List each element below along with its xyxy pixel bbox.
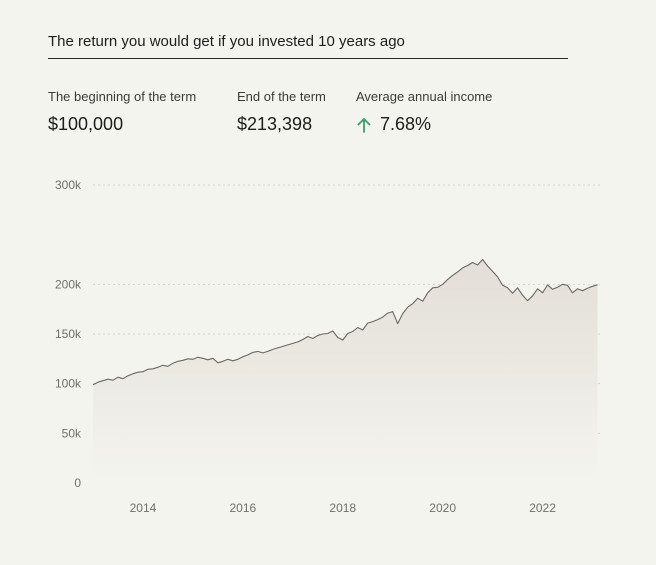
stat-income-value: 7.68% [356, 114, 492, 135]
x-tick-label: 2020 [429, 501, 456, 515]
stat-income-label: Average annual income [356, 89, 493, 104]
y-tick-label: 50k [62, 426, 82, 440]
x-tick-label: 2018 [329, 501, 356, 515]
y-tick-label: 150k [55, 327, 82, 341]
arrow-up-icon [357, 117, 371, 133]
stat-start-value: $100,000 [48, 114, 196, 135]
stat-income-value-text: 7.68% [380, 114, 432, 134]
stat-start: The beginning of the term $100,000 [48, 89, 196, 135]
stat-end-value-text: $213,398 [237, 114, 313, 134]
x-tick-label: 2014 [130, 501, 157, 515]
stat-end-value: $213,398 [237, 114, 326, 135]
stat-end: End of the term $213,398 [237, 89, 326, 135]
series-line [92, 258, 598, 386]
y-tick-label: 100k [55, 377, 82, 391]
stat-income: Average annual income 7.68% [356, 89, 492, 135]
stat-end-label: End of the term [237, 89, 326, 104]
x-tick-label: 2022 [529, 501, 556, 515]
stat-start-label: The beginning of the term [48, 89, 197, 104]
title-divider [48, 58, 568, 59]
y-tick-label: 0 [74, 476, 81, 490]
y-tick-label: 200k [55, 277, 82, 291]
y-tick-label: 300k [55, 178, 82, 192]
series-area [93, 259, 598, 483]
chart-title: The return you would get if you invested… [48, 33, 405, 50]
stat-start-value-text: $100,000 [48, 114, 124, 134]
x-tick-label: 2016 [230, 501, 257, 515]
